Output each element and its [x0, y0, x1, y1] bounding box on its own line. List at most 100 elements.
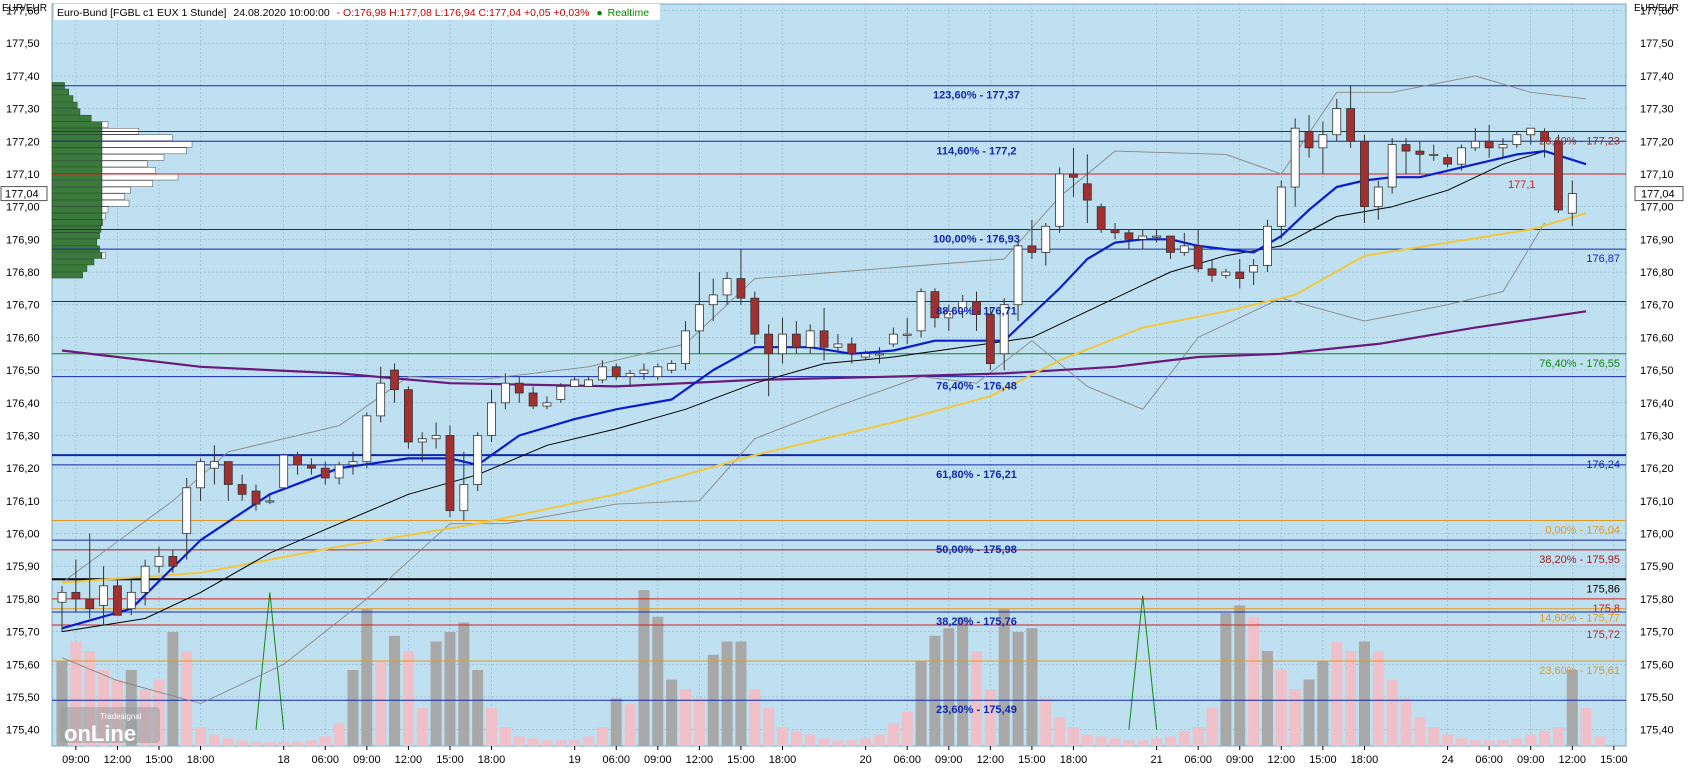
profile-bar-green — [51, 232, 100, 240]
y-tick-label-left: 176,70 — [6, 300, 40, 312]
volume-bar — [1331, 641, 1343, 746]
y-tick-label-left: 177,20 — [6, 136, 40, 148]
y-tick-label-left: 177,60 — [6, 6, 40, 18]
volume-bar — [486, 708, 498, 746]
right-level-label: 23,60% - 175,61 — [1539, 665, 1620, 677]
right-level-label: 175,8 — [1592, 603, 1620, 615]
y-tick-label-left: 176,00 — [6, 529, 40, 541]
candle-body — [1512, 134, 1522, 145]
y-tick-label-right: 176,30 — [1640, 430, 1674, 442]
y-tick-label-left: 175,80 — [6, 594, 40, 606]
volume-bar — [901, 711, 913, 746]
x-tick-label: 09:00 — [1517, 754, 1545, 766]
candle-body — [514, 382, 524, 394]
candle-body — [944, 310, 954, 319]
volume-bar — [777, 727, 789, 746]
candle-body — [1415, 150, 1425, 155]
candle-body — [791, 333, 801, 348]
y-tick-label-right: 177,10 — [1640, 169, 1674, 181]
volume-bar — [693, 698, 705, 746]
x-tick-label: 24 — [1441, 754, 1453, 766]
volume-bar — [1289, 689, 1301, 746]
y-tick-label-right: 176,70 — [1640, 300, 1674, 312]
volume-bar — [84, 651, 96, 746]
y-tick-label-left: 176,50 — [6, 365, 40, 377]
candle-body — [126, 591, 136, 610]
candle-body — [888, 333, 898, 345]
x-tick-label: 18:00 — [769, 754, 797, 766]
y-tick-label-left: 176,10 — [6, 496, 40, 508]
volume-bar — [1220, 613, 1232, 746]
right-level-label: 176,24 — [1586, 459, 1620, 471]
volume-bar — [624, 704, 636, 746]
volume-bar — [555, 740, 567, 746]
volume-bar — [583, 736, 595, 746]
candle-body — [708, 294, 718, 306]
y-tick-label-right: 177,00 — [1640, 202, 1674, 214]
plot-area[interactable] — [51, 3, 1627, 747]
volume-bar — [236, 740, 248, 746]
candle-body — [930, 291, 940, 319]
y-tick-label-left: 176,30 — [6, 430, 40, 442]
volume-bar — [610, 698, 622, 746]
y-tick-label-right: 175,50 — [1640, 692, 1674, 704]
volume-bar — [1580, 708, 1592, 746]
y-tick-label-right: 175,70 — [1640, 627, 1674, 639]
volume-bar — [1483, 740, 1495, 746]
profile-bar-green — [51, 134, 103, 141]
profile-bar-white — [101, 199, 130, 207]
volume-bar — [1026, 628, 1038, 746]
volume-bar — [998, 609, 1010, 746]
y-tick-label-right: 177,60 — [1640, 6, 1674, 18]
volume-bar — [749, 689, 761, 746]
candle-body — [972, 301, 981, 315]
fib-level-label: 50,00% - 175,98 — [936, 544, 1017, 556]
profile-bar-white — [101, 173, 179, 181]
candle-body — [1069, 173, 1078, 178]
fib-level-label: 76,40% - 176,48 — [936, 381, 1017, 393]
profile-bar-white — [101, 154, 165, 161]
candles — [57, 85, 1577, 632]
volume-bar — [513, 736, 525, 746]
y-tick-label-left: 175,50 — [6, 692, 40, 704]
volume-bar — [472, 670, 484, 746]
volume-bar — [375, 660, 387, 746]
volume-bar — [790, 730, 802, 746]
candle-body — [1055, 173, 1065, 227]
right-level-label: 175,86 — [1586, 583, 1620, 595]
y-tick-label-right: 176,80 — [1640, 267, 1674, 279]
volume-bar — [1261, 651, 1273, 746]
profile-bar-green — [51, 141, 103, 148]
y-tick-label-right: 175,80 — [1640, 594, 1674, 606]
volume-bar — [527, 738, 539, 746]
fib-level-label: 23,60% - 175,49 — [936, 704, 1017, 716]
candle-body — [487, 402, 496, 436]
profile-bar-white — [101, 212, 106, 220]
x-tick-label: 15:00 — [1600, 754, 1628, 766]
x-tick-label: 21 — [1150, 754, 1162, 766]
candle-body — [1166, 235, 1175, 253]
candle-body — [611, 366, 621, 378]
spike-line — [1128, 595, 1158, 730]
volume-bar — [1054, 717, 1066, 746]
volume-bar — [846, 740, 858, 746]
candle-body — [639, 369, 649, 374]
volume-bar — [1566, 670, 1578, 746]
profile-bar-white — [101, 141, 193, 148]
profile-bar-green — [51, 252, 103, 259]
x-tick-label: 15:00 — [1309, 754, 1337, 766]
x-tick-label: 09:00 — [353, 754, 381, 766]
volume-bar — [1539, 730, 1551, 746]
volume-bar — [292, 742, 304, 746]
volume-bar — [1081, 734, 1093, 746]
candle-body — [1484, 140, 1494, 149]
profile-bar-green — [51, 186, 103, 194]
candle-body — [1138, 235, 1148, 240]
candle-body — [1318, 134, 1328, 149]
spike-line — [255, 592, 285, 730]
profile-bar-white — [101, 252, 106, 259]
candle-body — [168, 556, 178, 567]
x-tick-label: 06:00 — [311, 754, 339, 766]
y-tick-label-right: 176,90 — [1640, 234, 1674, 246]
y-tick-label-right: 176,00 — [1640, 529, 1674, 541]
